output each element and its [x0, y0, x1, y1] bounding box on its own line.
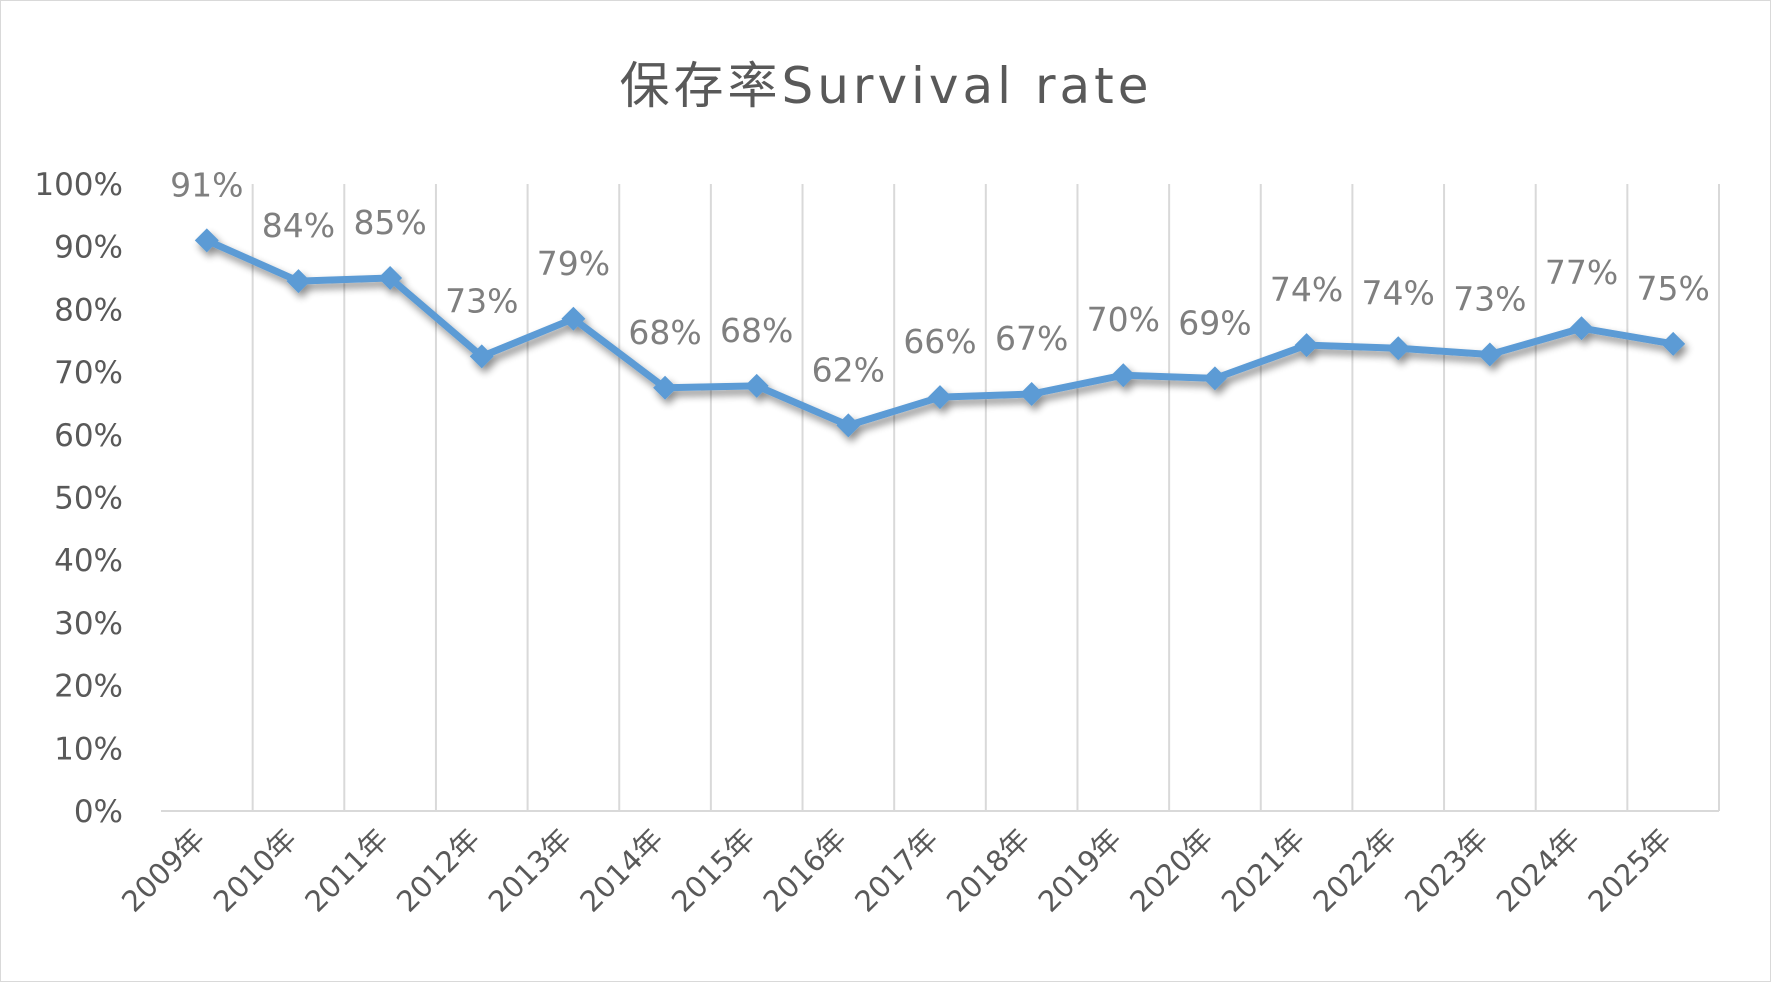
data-label: 79%	[537, 244, 610, 283]
data-point-marker	[1294, 333, 1319, 358]
data-label: 73%	[1453, 280, 1526, 319]
data-point-marker	[653, 375, 678, 400]
data-point-marker	[1202, 366, 1227, 391]
y-tick-label: 90%	[54, 230, 123, 266]
data-label: 66%	[903, 322, 976, 361]
series-layer	[194, 228, 1686, 438]
x-tick-label: 2018年	[940, 822, 1037, 919]
data-point-marker	[286, 269, 311, 294]
data-label: 74%	[1270, 270, 1343, 309]
data-label: 62%	[812, 350, 885, 389]
data-point-marker	[194, 228, 219, 253]
x-tick-label: 2012年	[390, 822, 487, 919]
data-point-marker	[1019, 382, 1044, 407]
y-axis: 0% 10% 20% 30% 40% 50% 60% 70% 80% 90% 100%	[34, 167, 123, 830]
y-tick-label: 70%	[54, 355, 123, 391]
x-tick-label: 2017年	[848, 822, 945, 919]
x-tick-label: 2010年	[207, 822, 304, 919]
data-point-marker	[744, 373, 769, 398]
data-label: 69%	[1178, 303, 1251, 342]
data-label-layer: 91% 84% 85% 73% 79% 68% 68% 62% 66% 67% 70% 69% 74% 7…	[170, 165, 1710, 389]
x-tick-label: 2020年	[1123, 822, 1220, 919]
data-label: 75%	[1636, 269, 1709, 308]
data-point-marker	[928, 385, 952, 410]
data-label: 84%	[262, 206, 335, 245]
x-tick-label: 2009年	[115, 822, 212, 919]
data-label: 70%	[1087, 300, 1160, 339]
grid-layer	[161, 184, 1720, 812]
x-tick-label: 2015年	[665, 822, 762, 919]
y-tick-label: 10%	[54, 731, 123, 767]
data-label: 68%	[720, 311, 793, 350]
x-axis: 2009年2010年2011年2012年2013年2014年2015年2016年…	[115, 822, 1678, 919]
x-tick-label: 2016年	[757, 822, 854, 919]
y-tick-label: 40%	[54, 543, 123, 579]
x-tick-label: 2022年	[1306, 822, 1403, 919]
data-point-marker	[378, 266, 403, 291]
x-tick-label: 2011年	[298, 822, 395, 919]
x-tick-label: 2014年	[573, 822, 670, 919]
chart-title: 保存率Survival rate	[619, 57, 1152, 115]
data-point-marker	[1111, 363, 1136, 388]
data-label: 68%	[628, 313, 701, 352]
x-tick-label: 2025年	[1581, 822, 1678, 919]
data-label: 73%	[445, 281, 518, 320]
data-label: 91%	[170, 165, 243, 204]
data-point-marker	[1386, 336, 1411, 361]
x-tick-label: 2021年	[1215, 822, 1312, 919]
x-tick-label: 2023年	[1398, 822, 1495, 919]
y-tick-label: 50%	[54, 481, 123, 517]
data-label: 67%	[995, 319, 1068, 358]
y-tick-label: 0%	[74, 794, 123, 830]
y-tick-label: 100%	[34, 167, 123, 203]
x-tick-label: 2019年	[1032, 822, 1129, 919]
data-point-marker	[1477, 342, 1502, 367]
y-tick-label: 20%	[54, 669, 123, 705]
data-label: 74%	[1362, 273, 1435, 312]
data-label: 77%	[1545, 253, 1618, 292]
y-tick-label: 80%	[54, 292, 123, 328]
x-tick-label: 2024年	[1490, 822, 1587, 919]
data-point-marker	[1569, 316, 1594, 341]
data-label: 85%	[353, 203, 426, 242]
y-tick-label: 60%	[54, 418, 123, 454]
data-point-marker	[836, 413, 861, 438]
data-point-marker	[1661, 331, 1686, 356]
data-point-marker	[469, 344, 494, 369]
data-point-marker	[561, 306, 586, 331]
x-tick-label: 2013年	[482, 822, 579, 919]
y-tick-label: 30%	[54, 606, 123, 642]
